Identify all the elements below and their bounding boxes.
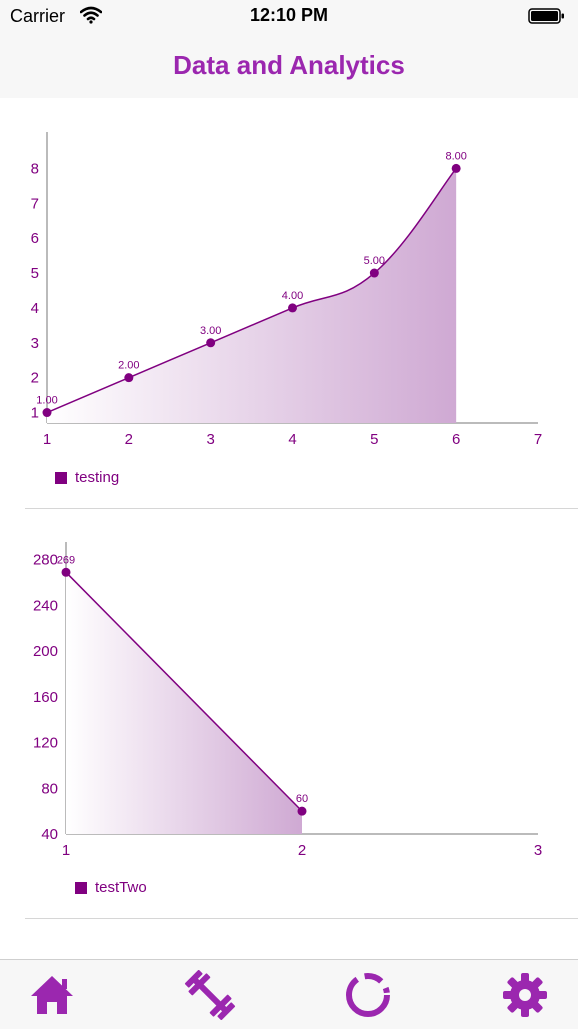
data-label: 4.00 [282, 290, 303, 302]
data-label: 1.00 [36, 395, 57, 407]
tab-workouts[interactable] [182, 970, 238, 1020]
x-tick-label: 4 [288, 431, 296, 448]
x-tick-label: 1 [62, 842, 70, 859]
data-label: 5.00 [364, 255, 385, 267]
y-tick-label: 7 [31, 195, 39, 212]
data-point [288, 303, 297, 313]
line-chart-testtwo: 269 60 1 2 3 40 80 120 160 200 240 280 [33, 542, 542, 859]
section-divider [25, 918, 578, 919]
y-tick-label: 160 [33, 689, 58, 706]
tab-home[interactable] [24, 970, 80, 1020]
data-label: 269 [57, 554, 75, 566]
y-tick-label: 240 [33, 597, 58, 614]
chart-legend: testTwo [75, 879, 147, 896]
battery-icon [528, 8, 564, 24]
y-tick-label: 8 [31, 160, 39, 177]
line-chart-testing: 1.00 2.00 3.00 4.00 5.00 8.00 1 2 3 4 5 6 7 1 2 3 4 5 6 7 8 [31, 132, 542, 448]
x-tick-label: 1 [43, 431, 51, 448]
data-point [369, 268, 379, 278]
carrier-label: Carrier [10, 6, 66, 26]
y-tick-label: 280 [33, 552, 58, 569]
x-tick-label: 6 [452, 431, 460, 448]
chart-card-testtwo: 269 60 1 2 3 40 80 120 160 200 240 280 testTwo [0, 510, 578, 918]
series-area-fill [47, 168, 457, 423]
tab-settings[interactable] [497, 970, 553, 1020]
data-label: 3.00 [200, 325, 221, 337]
chart-legend: testing [55, 469, 119, 486]
y-tick-label: 1 [31, 405, 39, 422]
data-label: 8.00 [445, 150, 466, 162]
series-area-fill [66, 572, 302, 834]
legend-label: testing [75, 469, 120, 486]
legend-label: testTwo [95, 879, 147, 896]
x-tick-label: 2 [298, 842, 306, 859]
y-tick-label: 200 [33, 643, 58, 660]
status-bar: Carrier 12:10 PM [0, 0, 578, 34]
ring-chart-icon [346, 973, 390, 1017]
y-tick-label: 4 [31, 300, 39, 317]
tab-analytics[interactable] [340, 970, 396, 1020]
dumbbell-icon [184, 970, 236, 1020]
data-label: 60 [296, 793, 308, 805]
wifi-icon [80, 6, 102, 24]
data-point [124, 373, 134, 383]
y-tick-label: 80 [41, 780, 58, 797]
series-line [46, 167, 457, 414]
x-tick-label: 3 [534, 842, 542, 859]
tab-bar [0, 959, 578, 1029]
y-tick-label: 5 [31, 265, 39, 282]
y-tick-label: 6 [31, 230, 39, 247]
x-tick-label: 3 [206, 431, 214, 448]
data-point [42, 408, 52, 418]
data-point [297, 806, 307, 816]
series-line [65, 571, 303, 812]
data-point [61, 567, 71, 577]
legend-swatch [55, 471, 67, 484]
legend-swatch [75, 881, 87, 894]
data-point [451, 163, 461, 173]
page-title: Data and Analytics [173, 50, 405, 80]
y-tick-label: 2 [31, 370, 39, 387]
y-tick-label: 40 [41, 826, 58, 843]
y-tick-label: 120 [33, 735, 58, 752]
navigation-bar: Data and Analytics [0, 34, 578, 98]
section-divider [25, 508, 578, 509]
clock: 12:10 PM [249, 5, 329, 25]
x-tick-label: 2 [125, 431, 133, 448]
data-label: 2.00 [118, 360, 139, 372]
chart-card-testing: 1.00 2.00 3.00 4.00 5.00 8.00 1 2 3 4 5 6 7 1 2 3 4 5 6 7 8 … [0, 98, 578, 508]
x-tick-label: 7 [534, 431, 542, 448]
gear-icon [503, 973, 547, 1017]
data-point [206, 338, 216, 348]
y-tick-label: 3 [31, 335, 39, 352]
x-tick-label: 5 [370, 431, 378, 448]
home-icon [31, 976, 73, 1014]
